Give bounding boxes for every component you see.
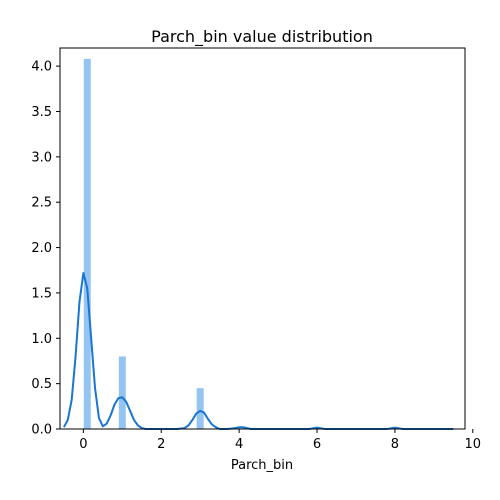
plot-area xyxy=(60,48,465,429)
y-tick-label: 3.0 xyxy=(31,150,52,165)
x-tick-label: 8 xyxy=(391,437,399,452)
y-tick-label: 4.0 xyxy=(31,60,52,75)
chart-title: Parch_bin value distribution xyxy=(151,27,373,47)
x-axis-label: Parch_bin xyxy=(231,458,293,473)
x-tick-label: 0 xyxy=(79,437,87,452)
y-tick-label: 1.5 xyxy=(31,286,52,301)
histogram-bar xyxy=(196,388,204,429)
x-tick-label: 6 xyxy=(313,437,321,452)
y-axis: 0.0 0.5 1.0 1.5 2.0 2.5 3.0 3.5 4.0 xyxy=(31,60,60,438)
bars-layer xyxy=(83,58,204,430)
y-tick-label: 0.5 xyxy=(31,377,52,392)
histogram-bar xyxy=(83,58,91,430)
y-tick-label: 2.0 xyxy=(31,241,52,256)
plot-frame xyxy=(59,47,466,430)
x-tick-label: 4 xyxy=(235,437,243,452)
histogram-bar xyxy=(118,356,126,429)
x-tick-label: 2 xyxy=(157,437,165,452)
y-tick-label: 3.5 xyxy=(31,105,52,120)
x-tick-label: 10 xyxy=(465,437,482,452)
y-tick-label: 1.0 xyxy=(31,332,52,347)
x-axis: 0 2 4 6 8 10 xyxy=(79,429,481,452)
y-tick-label: 0.0 xyxy=(31,423,52,438)
y-tick-label: 2.5 xyxy=(31,196,52,211)
